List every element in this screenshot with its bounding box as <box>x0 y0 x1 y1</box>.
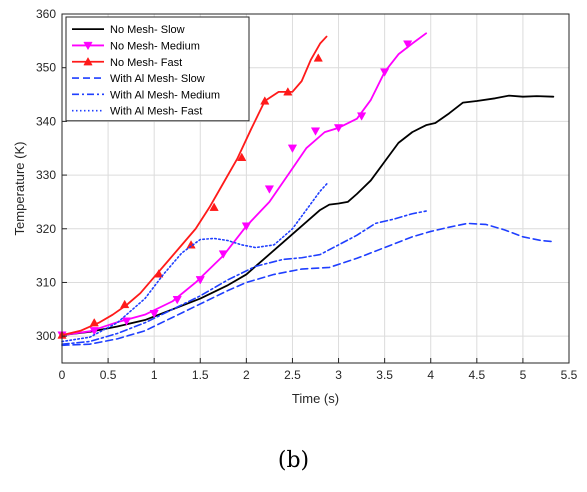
y-tick-label: 360 <box>36 7 56 21</box>
series-layer <box>57 32 555 347</box>
series-3 <box>61 222 555 347</box>
series-line <box>61 182 329 343</box>
legend: No Mesh- Slow No Mesh- Medium No Mesh- Fas… <box>65 16 250 122</box>
data-point-marker <box>260 96 270 105</box>
x-tick-label: 2.5 <box>284 368 301 382</box>
legend-entry: With Al Mesh- Fast <box>72 106 202 118</box>
data-point-marker <box>121 317 132 326</box>
y-tick-label: 310 <box>36 275 56 289</box>
y-tick-label: 300 <box>36 329 56 343</box>
series-line <box>61 222 555 347</box>
x-tick-label: 0 <box>59 368 66 382</box>
data-point-marker <box>172 296 182 305</box>
x-tick-label: 5.5 <box>561 368 578 382</box>
series-line <box>61 94 555 336</box>
legend-label: No Mesh- Medium <box>110 40 200 52</box>
legend-marker <box>83 41 93 51</box>
legend-entry: No Mesh- Slow <box>72 24 185 36</box>
x-tick-label: 1 <box>151 368 158 382</box>
y-tick-label: 340 <box>36 114 56 128</box>
ticks: 0 0.5 1 1.5 2 2.5 3 3.5 4 4.5 5 5.5 300 310 320 330 340 3… <box>36 7 578 382</box>
x-tick-label: 5 <box>520 368 527 382</box>
data-point-marker <box>237 152 247 161</box>
data-point-marker <box>333 124 344 133</box>
x-tick-label: 3.5 <box>376 368 393 382</box>
legend-entry: With Al Mesh- Slow <box>72 73 205 85</box>
data-point-marker <box>149 309 159 319</box>
legend-entry: No Mesh- Medium <box>72 40 200 52</box>
x-tick-label: 0.5 <box>100 368 117 382</box>
series-1 <box>57 32 428 340</box>
series-2 <box>57 35 328 339</box>
data-point-marker <box>313 53 323 62</box>
data-point-marker <box>283 87 293 96</box>
x-axis-label: Time (s) <box>292 391 339 406</box>
data-point-marker <box>89 327 99 336</box>
y-tick-label: 350 <box>36 61 56 75</box>
data-point-marker <box>120 299 130 309</box>
figure-caption: (b) <box>277 448 310 473</box>
data-point-marker <box>195 276 205 285</box>
line-chart: 0 0.5 1 1.5 2 2.5 3 3.5 4 4.5 5 5.5 300 310 320 330 340 3… <box>12 7 578 406</box>
legend-entry: No Mesh- Fast <box>72 57 182 69</box>
data-point-marker <box>241 222 251 231</box>
data-point-marker <box>310 127 321 136</box>
series-line <box>61 210 427 346</box>
data-point-marker <box>89 318 99 327</box>
legend-label: With Al Mesh- Slow <box>110 73 205 85</box>
x-tick-label: 3 <box>335 368 342 382</box>
y-tick-label: 320 <box>36 222 56 236</box>
y-axis-label: Temperature (K) <box>12 142 27 236</box>
series-4 <box>61 210 427 346</box>
data-point-marker <box>403 40 413 49</box>
legend-entry: With Al Mesh- Medium <box>72 89 220 101</box>
legend-label: With Al Mesh- Medium <box>110 89 220 101</box>
y-tick-label: 330 <box>36 168 56 182</box>
x-tick-label: 4.5 <box>468 368 485 382</box>
legend-box <box>65 16 250 122</box>
data-point-marker <box>218 250 228 259</box>
legend-label: No Mesh- Slow <box>110 24 185 36</box>
data-point-marker <box>356 112 367 121</box>
legend-label: With Al Mesh- Fast <box>110 106 202 118</box>
series-0 <box>61 94 555 336</box>
data-point-marker <box>154 269 164 278</box>
series-line <box>61 35 328 336</box>
x-tick-label: 1.5 <box>192 368 209 382</box>
legend-marker <box>83 57 93 66</box>
x-tick-label: 2 <box>243 368 250 382</box>
x-tick-label: 4 <box>427 368 434 382</box>
series-5 <box>61 182 329 343</box>
plot-frame <box>61 13 570 364</box>
data-point-marker <box>287 144 298 153</box>
data-point-marker <box>209 202 219 211</box>
legend-label: No Mesh- Fast <box>110 57 182 69</box>
data-point-marker <box>264 185 275 194</box>
data-point-marker <box>380 68 390 77</box>
